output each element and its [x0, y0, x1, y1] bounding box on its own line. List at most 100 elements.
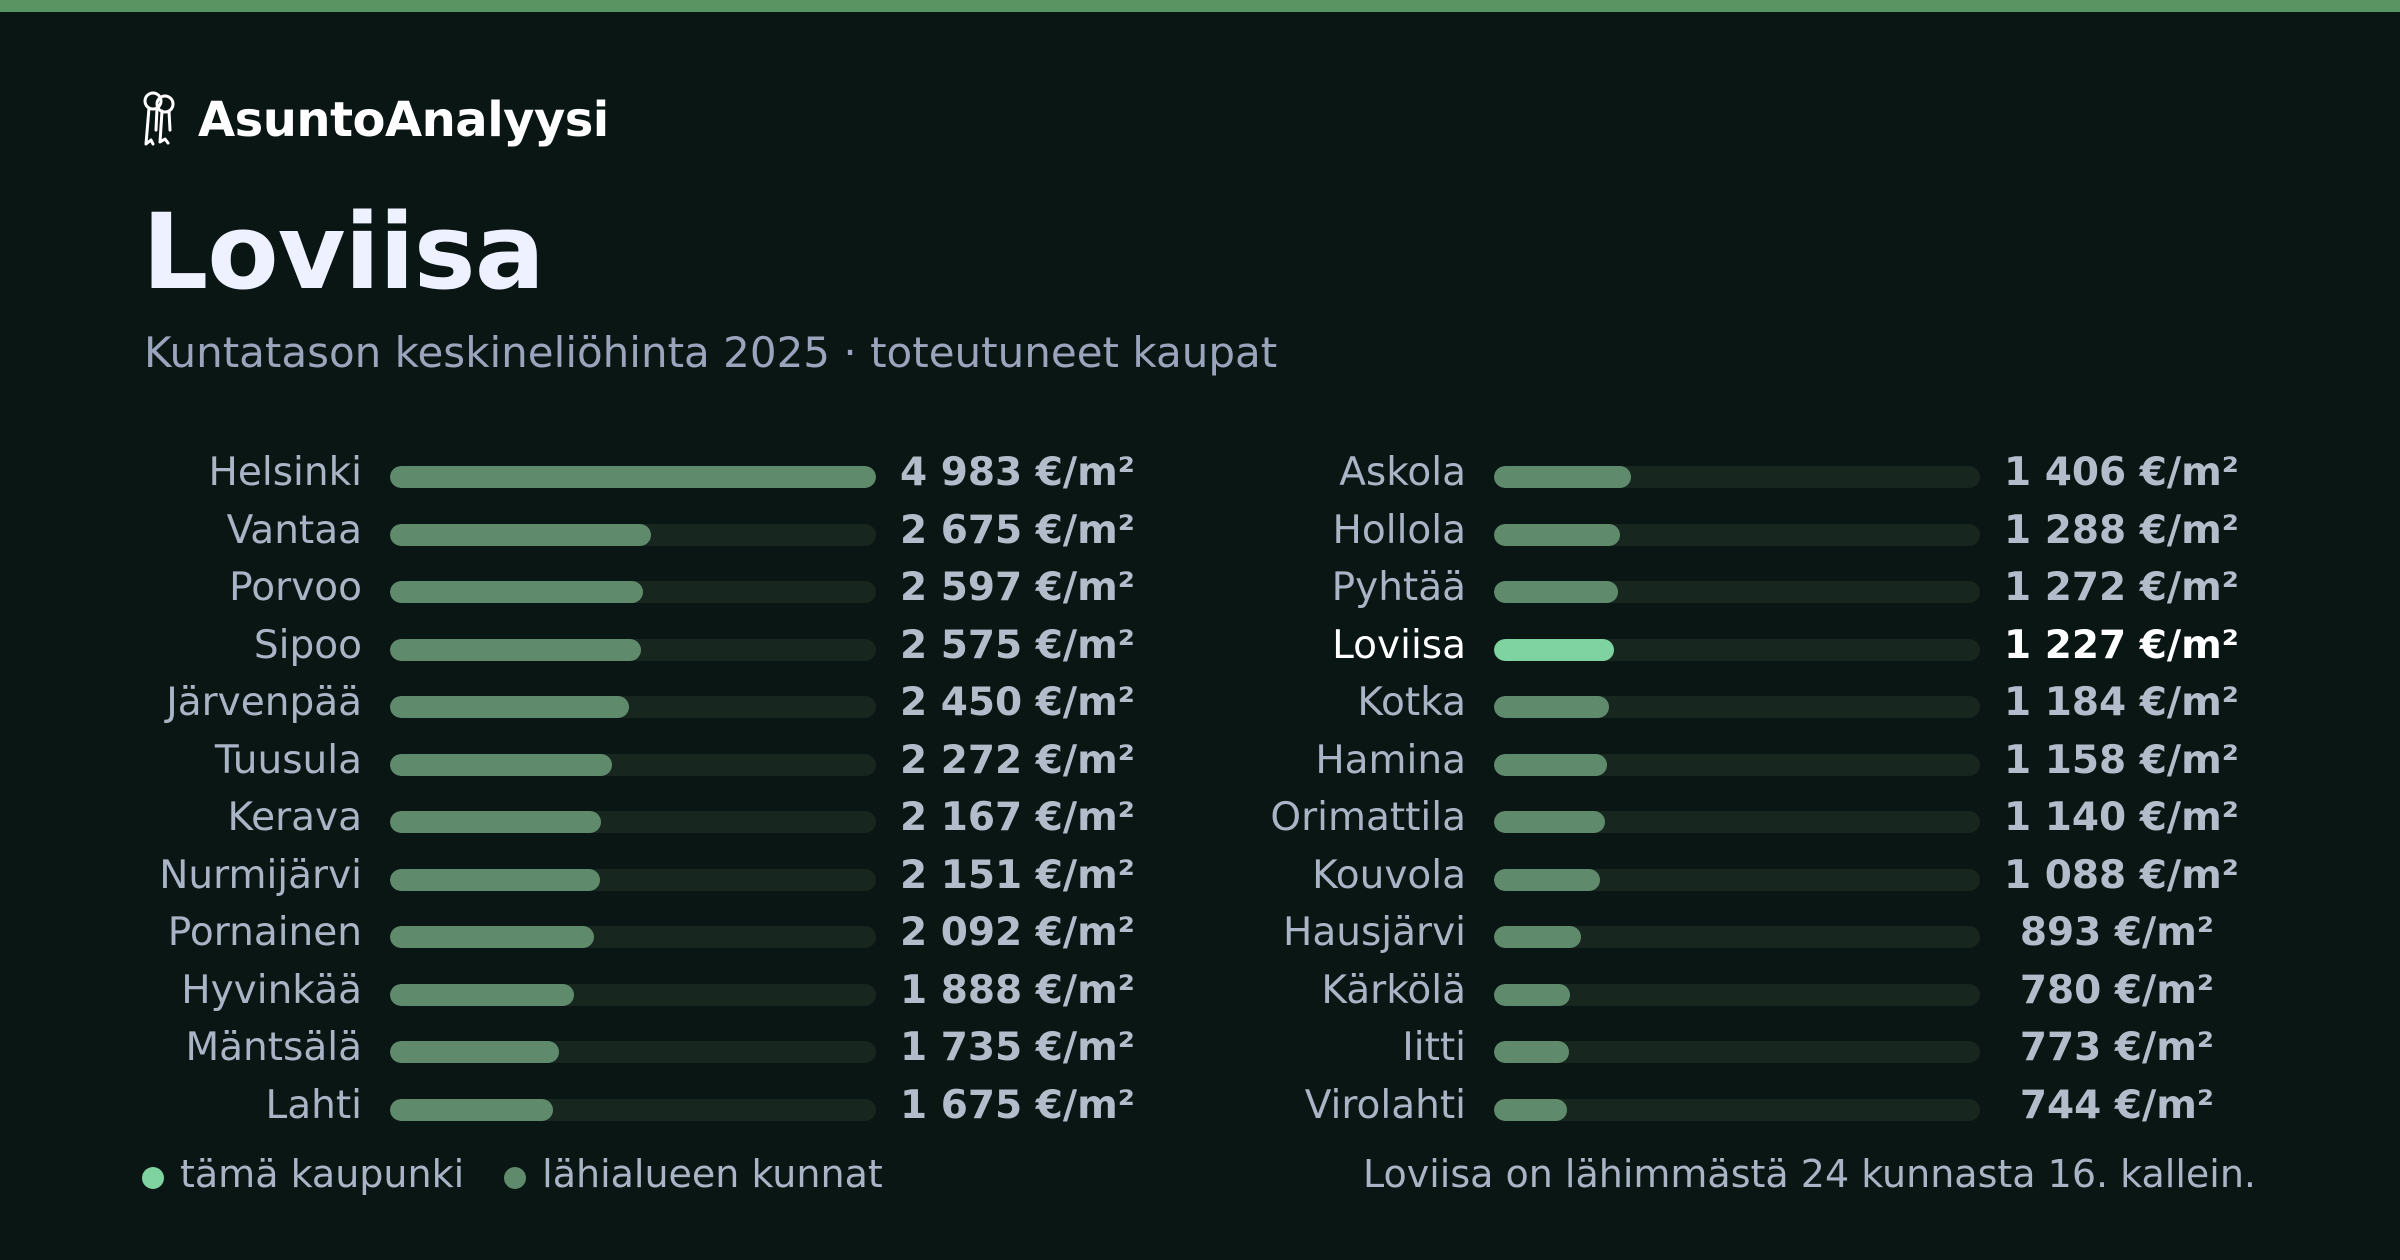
bar-row: Järvenpää 2 450 €/m²: [140, 670, 1140, 728]
bar-row: Loviisa 1 227 €/m²: [1244, 613, 2244, 671]
bar-value-label: 1 675 €/m²: [900, 1082, 1135, 1128]
bar-row: Kouvola 1 088 €/m²: [1244, 843, 2244, 901]
bar-row: Hamina 1 158 €/m²: [1244, 728, 2244, 786]
bar-category-label: Tuusula: [214, 737, 362, 783]
bar: [1494, 523, 1620, 546]
bar-category-label: Kouvola: [1312, 852, 1466, 898]
bar-track: [390, 581, 876, 603]
bar-row: Askola 1 406 €/m²: [1244, 440, 2244, 498]
bar-track: [390, 753, 876, 776]
bar-track: [1494, 753, 1980, 776]
bar-track: [1494, 983, 1980, 1006]
bar-row: Kotka 1 184 €/m²: [1244, 670, 2244, 728]
bar: [1494, 638, 1614, 661]
bar-category-label: Järvenpää: [166, 680, 362, 725]
bar-row: Hausjärvi 893 €/m²: [1244, 900, 2244, 958]
bar-category-label: Kärkölä: [1321, 967, 1466, 1013]
bar-track: [390, 1098, 876, 1121]
bar-track: [390, 523, 876, 546]
bar-category-label: Kerava: [227, 795, 362, 840]
bar-category-label: Porvoo: [229, 565, 362, 610]
bar-category-label: Orimattila: [1270, 795, 1466, 840]
bar-track: [1494, 868, 1980, 891]
bar-row: Vantaa 2 675 €/m²: [140, 498, 1140, 556]
bar-track: [1494, 811, 1980, 833]
bar-value-label: 1 158 €/m²: [2004, 737, 2239, 783]
bar-value-label: 2 151 €/m²: [900, 852, 1135, 898]
bar-track: [1494, 466, 1980, 488]
bar-value-label: 2 450 €/m²: [900, 680, 1135, 725]
bar-row: Orimattila 1 140 €/m²: [1244, 785, 2244, 843]
chart-legend: tämä kaupunki lähialueen kunnat: [142, 1152, 883, 1196]
bar-value-label: 1 272 €/m²: [2004, 565, 2239, 610]
bar-value-label: 1 088 €/m²: [2004, 852, 2239, 898]
bar: [1494, 983, 1571, 1006]
bar: [390, 983, 575, 1006]
bar-category-label: Hausjärvi: [1283, 910, 1466, 955]
bar-value-label: 1 406 €/m²: [2004, 450, 2239, 495]
legend-nearby-label: lähialueen kunnat: [542, 1152, 883, 1196]
bar-track: [390, 926, 876, 948]
bar: [1494, 1098, 1567, 1121]
bar-value-label: 4 983 €/m²: [900, 450, 1135, 495]
bar-value-label: 1 288 €/m²: [2004, 507, 2239, 553]
bar: [390, 1098, 554, 1121]
bar-row: Hyvinkää 1 888 €/m²: [140, 958, 1140, 1016]
bar-row: Nurmijärvi 2 151 €/m²: [140, 843, 1140, 901]
bar: [390, 638, 642, 661]
bar-value-label: 2 092 €/m²: [900, 910, 1135, 955]
bar-row: Lahti 1 675 €/m²: [140, 1073, 1140, 1131]
brand-name: AsuntoAnalyysi: [198, 92, 609, 148]
bar-row: Iitti 773 €/m²: [1244, 1015, 2244, 1073]
bar: [390, 926, 595, 948]
bar: [390, 466, 876, 488]
ranking-footnote: Loviisa on lähimmästä 24 kunnasta 16. ka…: [1362, 1152, 2256, 1196]
bar-category-label: Vantaa: [226, 507, 362, 553]
legend-city-swatch: [142, 1167, 164, 1189]
bar-category-label: Sipoo: [253, 622, 362, 668]
bar-category-label: Hollola: [1332, 507, 1466, 553]
bar-value-label: 780 €/m²: [2019, 967, 2214, 1013]
bar-row: Tuusula 2 272 €/m²: [140, 728, 1140, 786]
bar-category-label: Pyhtää: [1331, 565, 1466, 610]
bar-track: [1494, 523, 1980, 546]
bar-value-label: 1 184 €/m²: [2004, 680, 2239, 725]
bar-track: [1494, 1098, 1980, 1121]
bar-category-label: Helsinki: [208, 450, 362, 495]
bar-value-label: 773 €/m²: [2019, 1025, 2214, 1070]
bar: [1494, 926, 1582, 948]
chart-column-right: Askola 1 406 €/m² Hollola 1 288 €/m² Pyhtää 1…: [1244, 440, 2244, 1130]
bar-track: [1494, 638, 1980, 661]
bar-row: Hollola 1 288 €/m²: [1244, 498, 2244, 556]
bar: [390, 811, 602, 833]
bar-track: [390, 983, 876, 1006]
bar-row: Kärkölä 780 €/m²: [1244, 958, 2244, 1016]
bar-track: [1494, 696, 1980, 718]
legend-nearby-swatch: [504, 1167, 527, 1189]
bar-value-label: 1 735 €/m²: [900, 1025, 1135, 1070]
bar-value-label: 2 675 €/m²: [900, 507, 1135, 553]
bar: [1494, 868, 1601, 891]
page-title: Loviisa: [142, 191, 545, 313]
bar-row: Kerava 2 167 €/m²: [140, 785, 1140, 843]
keys-icon: [143, 91, 175, 146]
bar: [1494, 753, 1607, 776]
bar: [390, 523, 651, 546]
bar-value-label: 1 227 €/m²: [2004, 622, 2239, 668]
bar-row: Pornainen 2 092 €/m²: [140, 900, 1140, 958]
page-subtitle: Kuntatason keskineliöhinta 2025 · toteut…: [144, 328, 1278, 377]
bar: [1494, 466, 1632, 488]
bar-track: [390, 811, 876, 833]
bar-category-label: Hyvinkää: [181, 967, 362, 1013]
bar-value-label: 2 597 €/m²: [900, 565, 1135, 610]
bar-category-label: Kotka: [1357, 680, 1466, 725]
bar: [390, 868, 600, 891]
bar-value-label: 1 140 €/m²: [2004, 795, 2239, 840]
bar-category-label: Hamina: [1315, 737, 1466, 783]
bar-track: [390, 1041, 876, 1063]
bar-row: Sipoo 2 575 €/m²: [140, 613, 1140, 671]
bar-track: [390, 466, 876, 488]
bar-row: Virolahti 744 €/m²: [1244, 1073, 2244, 1131]
bar-value-label: 2 167 €/m²: [900, 795, 1135, 840]
bar-value-label: 1 888 €/m²: [900, 967, 1135, 1013]
